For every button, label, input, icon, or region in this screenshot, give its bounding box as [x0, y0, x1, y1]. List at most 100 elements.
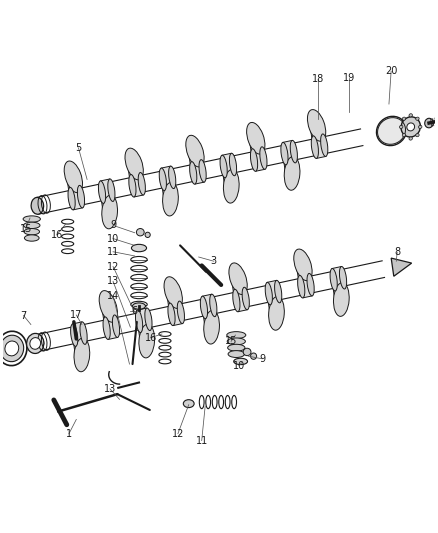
- Ellipse shape: [243, 348, 251, 356]
- Ellipse shape: [227, 338, 245, 345]
- Ellipse shape: [162, 182, 178, 216]
- Text: 16: 16: [51, 230, 63, 240]
- Ellipse shape: [135, 310, 143, 333]
- Polygon shape: [267, 280, 280, 305]
- Text: 1: 1: [66, 429, 72, 439]
- Ellipse shape: [31, 335, 44, 351]
- Text: 13: 13: [104, 384, 116, 394]
- Ellipse shape: [402, 134, 406, 137]
- Ellipse shape: [200, 296, 208, 319]
- Text: 8: 8: [394, 247, 400, 257]
- Polygon shape: [102, 305, 117, 320]
- Ellipse shape: [418, 125, 422, 128]
- Text: 19: 19: [343, 72, 355, 83]
- Ellipse shape: [425, 118, 433, 128]
- Ellipse shape: [228, 351, 244, 358]
- Polygon shape: [73, 322, 85, 346]
- Polygon shape: [300, 273, 312, 298]
- Ellipse shape: [64, 161, 82, 192]
- Ellipse shape: [407, 123, 415, 131]
- Ellipse shape: [401, 117, 420, 137]
- Ellipse shape: [268, 296, 284, 330]
- Ellipse shape: [275, 280, 282, 303]
- Ellipse shape: [159, 168, 166, 191]
- Polygon shape: [192, 160, 204, 184]
- Polygon shape: [232, 277, 246, 293]
- Ellipse shape: [228, 344, 245, 351]
- Ellipse shape: [416, 117, 419, 120]
- Polygon shape: [284, 159, 298, 175]
- Polygon shape: [235, 287, 247, 312]
- Text: 20: 20: [385, 66, 397, 76]
- Ellipse shape: [0, 335, 24, 362]
- Text: 10: 10: [107, 233, 119, 244]
- Ellipse shape: [145, 232, 150, 238]
- Ellipse shape: [242, 287, 249, 310]
- Polygon shape: [161, 166, 174, 190]
- Polygon shape: [297, 263, 311, 279]
- Ellipse shape: [74, 338, 90, 372]
- Text: 17: 17: [70, 310, 82, 320]
- Text: 13: 13: [107, 276, 119, 286]
- Ellipse shape: [230, 154, 237, 176]
- Ellipse shape: [125, 148, 143, 180]
- Ellipse shape: [223, 169, 239, 203]
- Polygon shape: [74, 341, 88, 356]
- Polygon shape: [102, 198, 116, 213]
- Ellipse shape: [229, 263, 247, 295]
- Text: 18: 18: [312, 74, 325, 84]
- Text: 9: 9: [110, 220, 116, 230]
- Ellipse shape: [80, 322, 87, 344]
- Ellipse shape: [102, 195, 117, 229]
- Ellipse shape: [23, 216, 40, 222]
- Ellipse shape: [27, 334, 44, 353]
- Ellipse shape: [138, 173, 145, 195]
- Polygon shape: [105, 315, 118, 340]
- Ellipse shape: [25, 235, 39, 241]
- Polygon shape: [249, 137, 264, 152]
- Ellipse shape: [321, 134, 328, 157]
- Text: 14: 14: [107, 290, 119, 301]
- Ellipse shape: [131, 244, 147, 252]
- Polygon shape: [333, 286, 348, 301]
- Polygon shape: [332, 266, 345, 291]
- Ellipse shape: [190, 161, 197, 184]
- Polygon shape: [203, 313, 218, 328]
- Ellipse shape: [0, 331, 27, 366]
- Text: 11: 11: [196, 435, 208, 446]
- Text: 9: 9: [259, 354, 265, 364]
- Ellipse shape: [402, 117, 406, 120]
- Ellipse shape: [281, 142, 288, 165]
- Ellipse shape: [184, 400, 194, 408]
- Ellipse shape: [210, 294, 217, 317]
- Ellipse shape: [164, 277, 182, 309]
- Polygon shape: [268, 300, 283, 314]
- Ellipse shape: [339, 266, 346, 289]
- Polygon shape: [167, 291, 181, 306]
- Ellipse shape: [186, 135, 204, 167]
- Polygon shape: [189, 150, 203, 165]
- Ellipse shape: [307, 110, 326, 141]
- Ellipse shape: [31, 197, 44, 214]
- Polygon shape: [138, 327, 153, 342]
- Text: 16: 16: [145, 333, 157, 343]
- Text: 3: 3: [211, 256, 217, 266]
- Text: 15: 15: [225, 336, 237, 346]
- Ellipse shape: [377, 116, 406, 146]
- Ellipse shape: [177, 301, 184, 324]
- Ellipse shape: [294, 249, 312, 281]
- Ellipse shape: [409, 114, 413, 117]
- Ellipse shape: [251, 149, 258, 171]
- Polygon shape: [313, 134, 326, 158]
- Ellipse shape: [5, 341, 19, 356]
- Text: 6: 6: [131, 306, 138, 316]
- Ellipse shape: [260, 147, 267, 169]
- Text: 7: 7: [21, 311, 27, 320]
- Ellipse shape: [133, 303, 145, 309]
- Ellipse shape: [234, 358, 247, 365]
- Ellipse shape: [99, 181, 106, 204]
- Text: 12: 12: [172, 429, 184, 439]
- Polygon shape: [310, 124, 325, 139]
- Ellipse shape: [298, 276, 305, 298]
- Polygon shape: [202, 294, 215, 319]
